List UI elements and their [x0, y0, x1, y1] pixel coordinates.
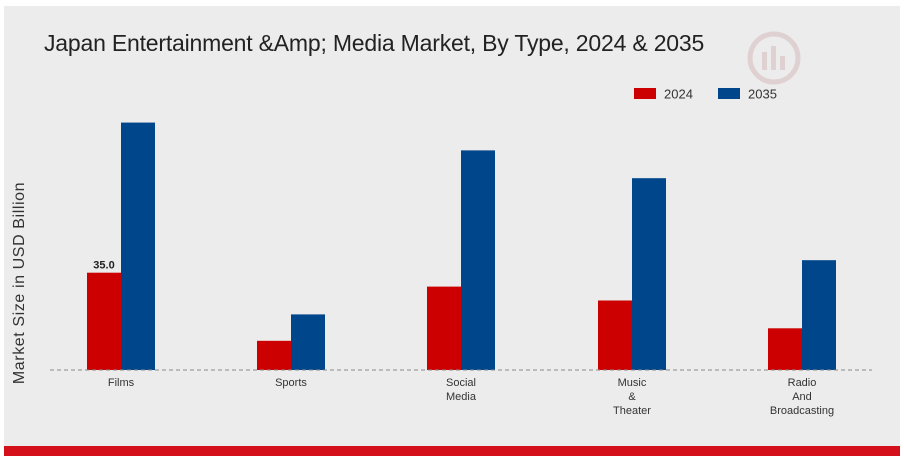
x-tick-line: Broadcasting: [770, 405, 834, 417]
x-tick-label: Radio And Broadcasting: [770, 377, 834, 417]
watermark-logo-icon: [747, 31, 801, 85]
bar-2035-films: [121, 122, 155, 370]
x-tick-labels: Films Sports Social Media Music & Theater Radio…: [108, 377, 834, 417]
x-tick-line: Radio: [788, 377, 817, 389]
x-tick-label: Films: [108, 377, 135, 389]
bar-2024-radio-and-broadcasting: [768, 328, 802, 370]
bar-2024-sports: [257, 340, 291, 370]
y-axis-label: Market Size in USD Billion: [11, 182, 28, 384]
chart-title: Japan Entertainment &Amp; Media Market, …: [44, 30, 705, 56]
bar-2035-sports: [291, 314, 325, 370]
bar-2024-music-theater: [598, 300, 632, 370]
bar-2024-social-media: [427, 286, 461, 370]
bar-2035-radio-and-broadcasting: [802, 260, 836, 370]
data-label: 35.0: [93, 260, 114, 272]
x-tick-line: Social: [446, 377, 476, 389]
bar-2035-social-media: [461, 150, 495, 370]
x-tick-label: Music & Theater: [613, 377, 651, 417]
x-tick-line: Media: [446, 391, 477, 403]
bars: [87, 122, 836, 370]
bottom-accent-band: [4, 446, 900, 456]
x-tick-label: Social Media: [446, 377, 477, 403]
x-tick-line: Sports: [275, 377, 307, 389]
x-tick-line: Theater: [613, 405, 651, 417]
x-tick-line: Music: [618, 377, 647, 389]
legend-label-2035: 2035: [748, 87, 777, 102]
legend: 2024 2035: [634, 87, 777, 102]
legend-swatch-2024: [634, 88, 656, 99]
x-tick-line: Films: [108, 377, 135, 389]
legend-swatch-2035: [718, 88, 740, 99]
x-tick-line: &: [628, 391, 636, 403]
bar-2024-films: [87, 272, 121, 370]
bar-2035-music-theater: [632, 178, 666, 370]
x-tick-label: Sports: [275, 377, 307, 389]
data-labels: 35.0: [93, 260, 114, 272]
legend-label-2024: 2024: [664, 87, 693, 102]
x-tick-line: And: [792, 391, 812, 403]
